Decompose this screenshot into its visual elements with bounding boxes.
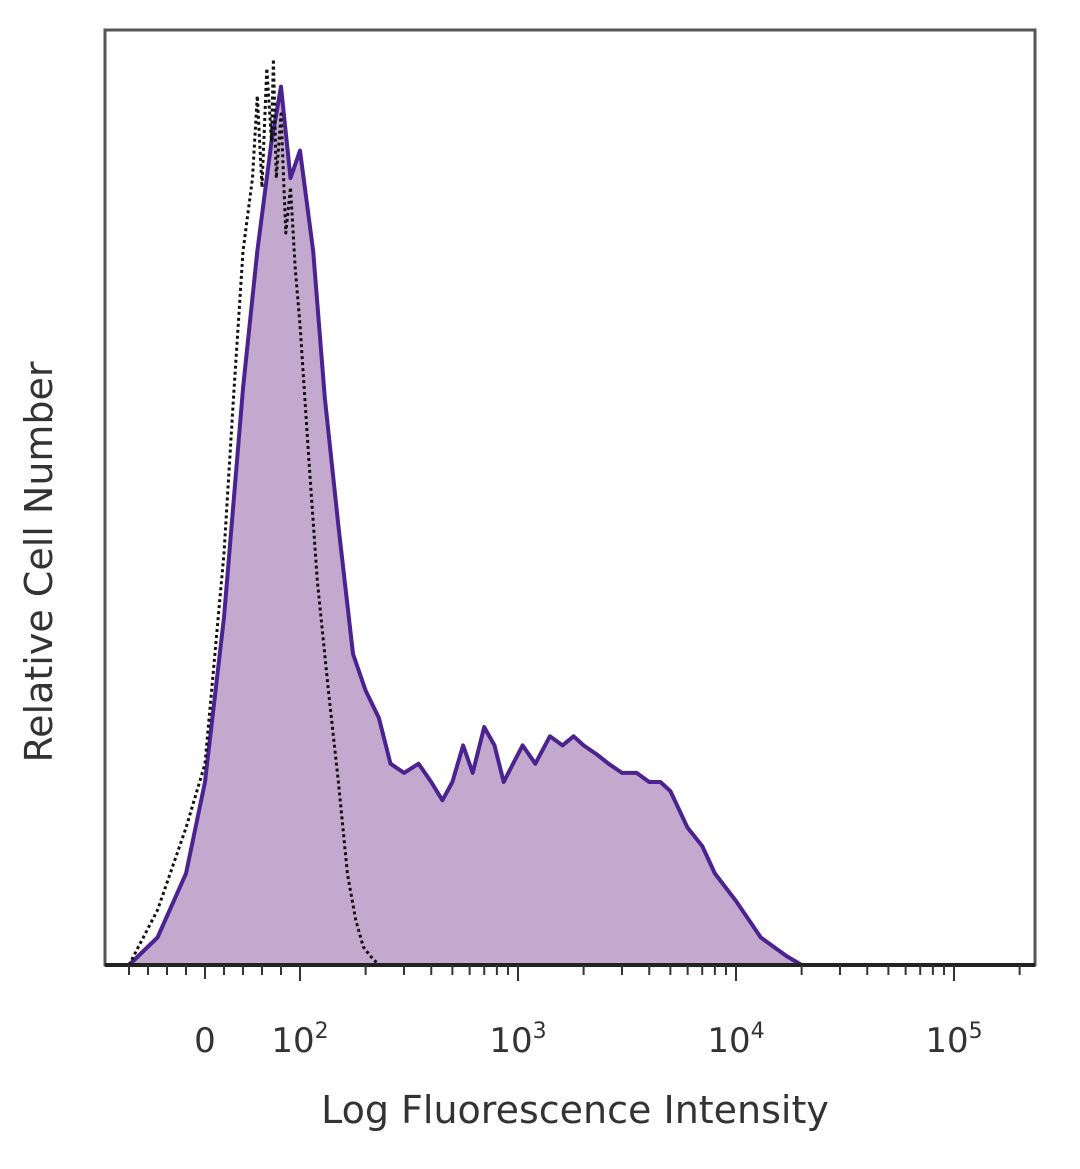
series-0-line	[127, 84, 1035, 967]
x-tick-label: 105	[925, 1019, 982, 1061]
x-tick-label: 104	[707, 1019, 764, 1061]
x-axis-tick-labels: 0 102 103 104 105	[194, 1019, 982, 1061]
series-1-dotted-line	[127, 57, 1035, 967]
y-axis-label: Relative Cell Number	[17, 361, 61, 762]
series-layer	[127, 57, 1035, 967]
x-tick-label: 102	[271, 1019, 328, 1061]
series-0-area	[129, 86, 1035, 966]
x-axis-label: Log Fluorescence Intensity	[321, 1088, 829, 1132]
x-tick-label: 103	[489, 1019, 546, 1061]
x-axis-ticks	[128, 965, 1021, 981]
x-tick-label: 0	[194, 1021, 216, 1061]
